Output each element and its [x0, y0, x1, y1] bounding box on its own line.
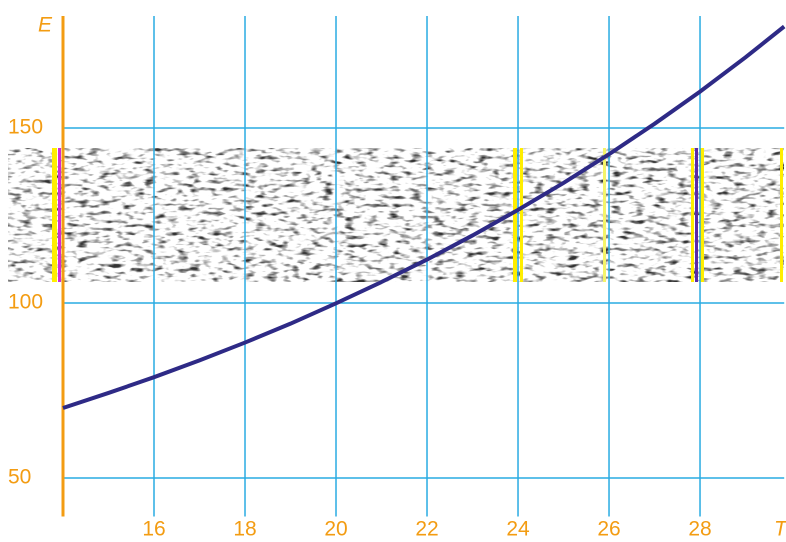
x-tick-label: 24: [506, 518, 530, 541]
y-tick-label: 50: [8, 466, 31, 489]
y-tick-label: 150: [8, 116, 43, 139]
y-axis-label: E: [38, 14, 53, 37]
x-tick-label: 22: [415, 518, 438, 541]
curve: [62, 24, 786, 410]
x-tick-label: 18: [233, 518, 256, 541]
x-tick-label: 20: [324, 518, 347, 541]
x-tick-label: 26: [597, 518, 620, 541]
x-axis-label: T: [774, 518, 786, 541]
x-tick-label: 16: [142, 518, 165, 541]
x-tick-label: 28: [688, 518, 711, 541]
noise-band: [8, 148, 784, 282]
y-tick-label: 100: [8, 291, 43, 314]
